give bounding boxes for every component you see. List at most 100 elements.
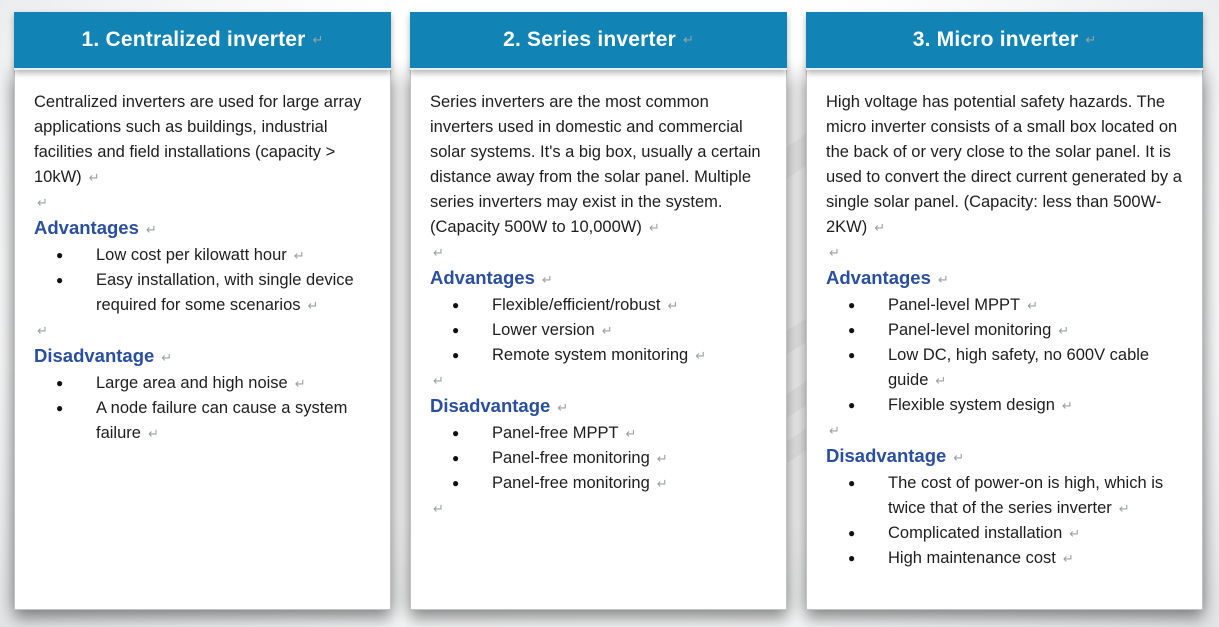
advantages-list: ● Low cost per kilowatt hour ↵ ● Easy insta… [34, 243, 376, 318]
bullet-icon: ● [452, 426, 460, 440]
bullet-icon: ● [848, 526, 856, 540]
list-item: ● Panel-free monitoring ↵ [430, 446, 772, 471]
line-break-mark: ↵ [37, 195, 48, 210]
list-item-text: Low cost per kilowatt hour ↵ [96, 246, 305, 264]
line-break-mark: ↵ [307, 298, 319, 313]
list-item: ● Flexible/efficient/robust ↵ [430, 293, 772, 318]
bullet-icon: ● [452, 348, 460, 362]
line-break-mark: ↵ [1118, 501, 1130, 516]
card-title: 1. Centralized inverter [81, 28, 306, 51]
disadvantages-list: ● Large area and high noise ↵ ● A node fail… [34, 371, 376, 446]
line-break-mark: ↵ [145, 222, 157, 237]
line-break-mark: ↵ [312, 32, 324, 47]
bullet-icon: ● [848, 476, 856, 490]
advantages-heading: Advantages ↵ [34, 217, 157, 238]
line-break-mark: ↵ [147, 426, 159, 441]
line-break-mark: ↵ [648, 220, 660, 235]
line-break-mark: ↵ [682, 32, 694, 47]
list-item: ● Complicated installation ↵ [826, 521, 1188, 546]
disadvantages-list: ● The cost of power-on is high, which is … [826, 471, 1188, 571]
card-header: 3. Micro inverter ↵ [806, 12, 1203, 70]
bullet-icon: ● [452, 298, 460, 312]
bullet-icon: ● [452, 323, 460, 337]
line-break-mark: ↵ [874, 220, 886, 235]
list-item: ● Panel-free monitoring ↵ [430, 471, 772, 496]
card-title: 3. Micro inverter [912, 28, 1079, 51]
list-item-text: Remote system monitoring ↵ [492, 346, 707, 364]
line-break-mark: ↵ [433, 245, 444, 260]
list-item: ● Low DC, high safety, no 600V cable guid… [826, 343, 1188, 393]
bullet-icon: ● [848, 551, 856, 565]
bullet-icon: ● [56, 273, 64, 287]
line-break-mark: ↵ [601, 323, 613, 338]
list-item-text: A node failure can cause a system failur… [96, 399, 348, 442]
line-break-mark: ↵ [695, 348, 707, 363]
list-item: ● A node failure can cause a system failu… [34, 396, 376, 446]
list-item: ● Panel-free MPPT ↵ [430, 421, 772, 446]
card-centralized-inverter: 1. Centralized inverter ↵ Centralized in… [14, 12, 391, 610]
disadvantage-heading: Disadvantage ↵ [430, 395, 569, 416]
card-body: Series inverters are the most common inv… [410, 70, 787, 610]
line-break-mark: ↵ [656, 451, 668, 466]
line-break-mark: ↵ [541, 272, 553, 287]
bullet-icon: ● [56, 401, 64, 415]
empty-paragraph: ↵ [430, 368, 772, 393]
line-break-mark: ↵ [1061, 398, 1073, 413]
list-item: ● Lower version ↵ [430, 318, 772, 343]
bullet-icon: ● [848, 348, 856, 362]
line-break-mark: ↵ [294, 376, 306, 391]
advantages-heading: Advantages ↵ [826, 267, 949, 288]
card-series-inverter: 2. Series inverter ↵ Series inverters ar… [410, 12, 787, 610]
list-item-text: Flexible/efficient/robust ↵ [492, 296, 679, 314]
bullet-icon: ● [56, 376, 64, 390]
list-item-text: Lower version ↵ [492, 321, 613, 339]
card-description: High voltage has potential safety hazard… [826, 93, 1182, 236]
list-item-text: Large area and high noise ↵ [96, 374, 306, 392]
line-break-mark: ↵ [161, 350, 173, 365]
list-item-text: Flexible system design ↵ [888, 396, 1073, 414]
disadvantage-heading: Disadvantage ↵ [826, 445, 965, 466]
line-break-mark: ↵ [88, 170, 100, 185]
list-item: ● High maintenance cost ↵ [826, 546, 1188, 571]
line-break-mark: ↵ [1027, 298, 1038, 313]
list-item: ● Remote system monitoring ↵ [430, 343, 772, 368]
list-item: ● Easy installation, with single device r… [34, 268, 376, 318]
empty-paragraph: ↵ [826, 418, 1188, 443]
list-item-text: Panel-free monitoring ↵ [492, 474, 668, 492]
empty-paragraph: ↵ [430, 240, 772, 265]
line-break-mark: ↵ [433, 501, 444, 516]
line-break-mark: ↵ [293, 248, 305, 263]
bullet-icon: ● [848, 298, 856, 312]
bullet-icon: ● [452, 476, 460, 490]
card-micro-inverter: 3. Micro inverter ↵ High voltage has pot… [806, 12, 1203, 610]
disadvantages-list: ● Panel-free MPPT ↵ ● Panel-free monitoring… [430, 421, 772, 496]
line-break-mark: ↵ [829, 423, 840, 438]
line-break-mark: ↵ [433, 373, 444, 388]
line-break-mark: ↵ [656, 476, 668, 491]
bullet-icon: ● [848, 398, 856, 412]
list-item: ● Large area and high noise ↵ [34, 371, 376, 396]
line-break-mark: ↵ [557, 400, 569, 415]
card-header: 1. Centralized inverter ↵ [14, 12, 391, 70]
line-break-mark: ↵ [1062, 551, 1074, 566]
card-header: 2. Series inverter ↵ [410, 12, 787, 70]
card-description: Series inverters are the most common inv… [430, 93, 761, 236]
empty-paragraph: ↵ [430, 496, 772, 521]
line-break-mark: ↵ [667, 298, 679, 313]
list-item: ● Low cost per kilowatt hour ↵ [34, 243, 376, 268]
line-break-mark: ↵ [37, 323, 48, 338]
list-item-text: Low DC, high safety, no 600V cable guide… [888, 346, 1150, 389]
list-item-text: Complicated installation ↵ [888, 524, 1081, 542]
line-break-mark: ↵ [1085, 32, 1097, 47]
line-break-mark: ↵ [935, 373, 947, 388]
line-break-mark: ↵ [937, 272, 949, 287]
empty-paragraph: ↵ [34, 190, 376, 215]
list-item-text: Panel-free MPPT ↵ [492, 424, 637, 442]
list-item: ● Panel-level MPPT ↵ [826, 293, 1188, 318]
empty-paragraph: ↵ [34, 318, 376, 343]
card-body: High voltage has potential safety hazard… [806, 70, 1203, 610]
list-item-text: The cost of power-on is high, which is t… [888, 474, 1164, 517]
empty-paragraph: ↵ [826, 240, 1188, 265]
line-break-mark: ↵ [953, 450, 965, 465]
